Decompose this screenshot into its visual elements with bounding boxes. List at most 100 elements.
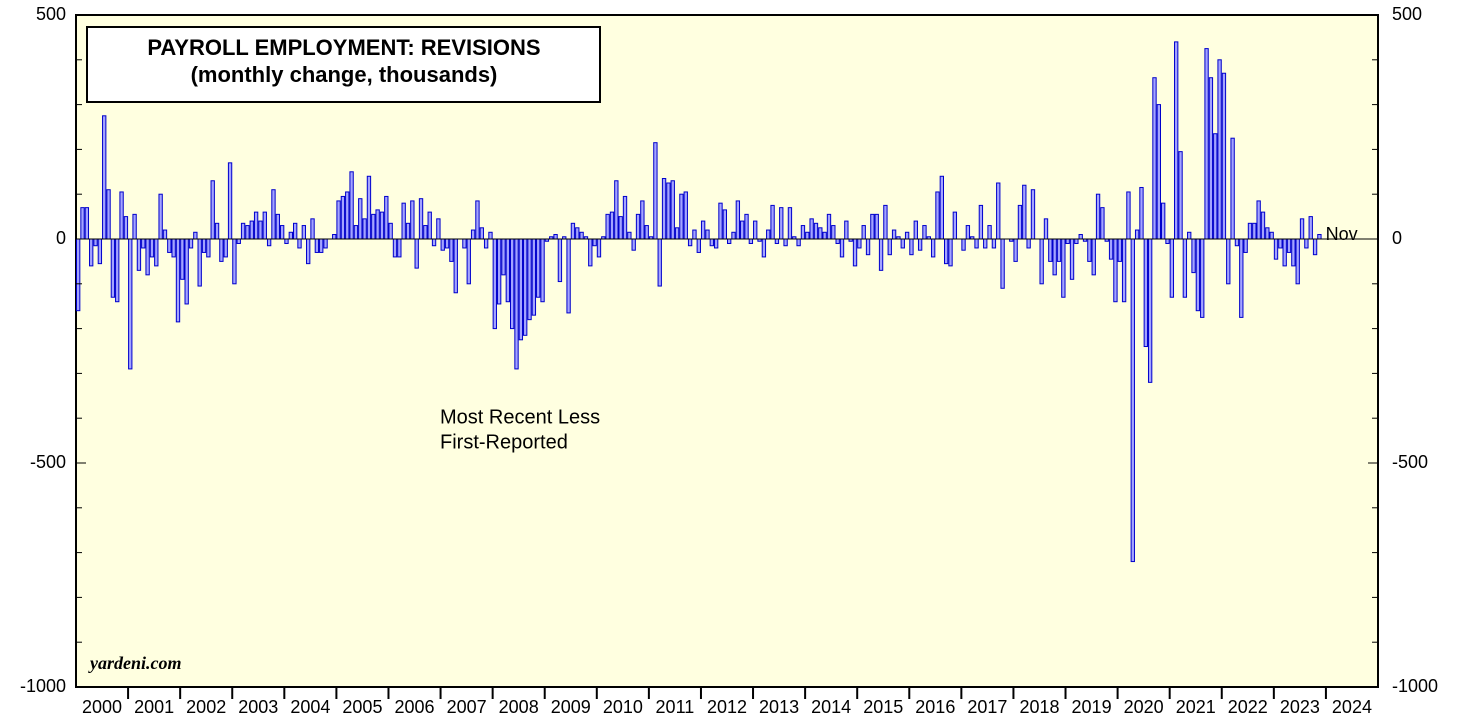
bar (306, 238, 311, 265)
x-tick-label: 2001 (134, 697, 174, 717)
bar (1026, 238, 1031, 249)
x-tick-label: 2003 (238, 697, 278, 717)
bar (1247, 222, 1253, 240)
bar (76, 238, 81, 312)
bar (1178, 151, 1183, 240)
x-tick-label: 2019 (1072, 697, 1112, 717)
bar (1139, 186, 1144, 240)
bar (635, 213, 641, 240)
bar (779, 207, 784, 240)
plot-area (75, 14, 1379, 688)
bar (262, 211, 267, 240)
bar (80, 207, 85, 240)
bar (1108, 238, 1114, 260)
bar (293, 222, 298, 240)
y2-tick-label: 0 (1392, 228, 1402, 248)
bar (1134, 229, 1140, 240)
bar (97, 238, 103, 265)
bar (622, 195, 628, 240)
bar (909, 238, 914, 256)
bar (588, 238, 593, 267)
bar (340, 195, 346, 240)
bar (379, 211, 385, 240)
bar (397, 238, 402, 258)
title-box (86, 26, 601, 103)
bar (974, 238, 979, 249)
bar (917, 238, 923, 251)
bar (679, 193, 684, 240)
bar (436, 218, 441, 240)
bar (1191, 238, 1196, 274)
y2-tick-label: -500 (1392, 452, 1428, 472)
bar (301, 225, 307, 240)
bar (123, 216, 129, 240)
bar (904, 231, 910, 240)
bar (1074, 238, 1079, 244)
bar (1069, 238, 1075, 280)
bar (1056, 238, 1062, 262)
bar (900, 238, 905, 249)
bar (865, 238, 871, 256)
bar (870, 213, 875, 240)
bar (210, 180, 215, 240)
bar (653, 142, 658, 240)
bar (193, 231, 198, 240)
bar (418, 198, 424, 240)
bar (913, 220, 918, 240)
bar (167, 238, 172, 253)
bar (805, 231, 810, 240)
y2-tick-label: -1000 (1392, 676, 1438, 696)
x-tick-label: 2008 (499, 697, 539, 717)
bar (1195, 238, 1201, 312)
x-tick-label: 2016 (915, 697, 955, 717)
bar (362, 218, 367, 240)
bar (271, 189, 276, 240)
bar (748, 238, 754, 244)
bar (84, 207, 90, 240)
bar (783, 238, 788, 247)
x-tick-label: 2023 (1280, 697, 1320, 717)
bar (839, 238, 845, 258)
bar (761, 238, 767, 258)
bar (644, 225, 649, 240)
bar (518, 238, 524, 341)
bar (1091, 238, 1096, 276)
bar (353, 225, 359, 240)
bar (154, 238, 159, 267)
bar (948, 238, 953, 267)
bar (891, 229, 897, 240)
bar (1273, 238, 1279, 260)
bar (1039, 238, 1044, 285)
bar (405, 222, 411, 240)
bar (566, 238, 571, 314)
bar (796, 238, 801, 247)
bar (722, 209, 727, 240)
bar (952, 211, 958, 240)
bar (505, 238, 511, 303)
bar (1126, 191, 1131, 240)
bar (861, 225, 866, 240)
bar (483, 238, 489, 249)
bar (1226, 238, 1231, 285)
bar (631, 238, 636, 251)
annotation: First-Reported (440, 431, 568, 453)
bar (1078, 234, 1083, 240)
bar (197, 238, 202, 287)
bar (705, 229, 710, 240)
bar (288, 231, 294, 240)
bar (996, 182, 1001, 240)
bar (514, 238, 519, 370)
bar (666, 182, 671, 240)
bar (1213, 133, 1218, 240)
x-tick-label: 2020 (1124, 697, 1164, 717)
x-tick-label: 2002 (186, 697, 226, 717)
bar (1030, 189, 1036, 240)
bar (110, 238, 116, 298)
bar (1317, 234, 1322, 240)
bar (115, 238, 120, 303)
x-tick-label: 2022 (1228, 697, 1268, 717)
bar (1043, 218, 1049, 240)
bar (753, 220, 758, 240)
